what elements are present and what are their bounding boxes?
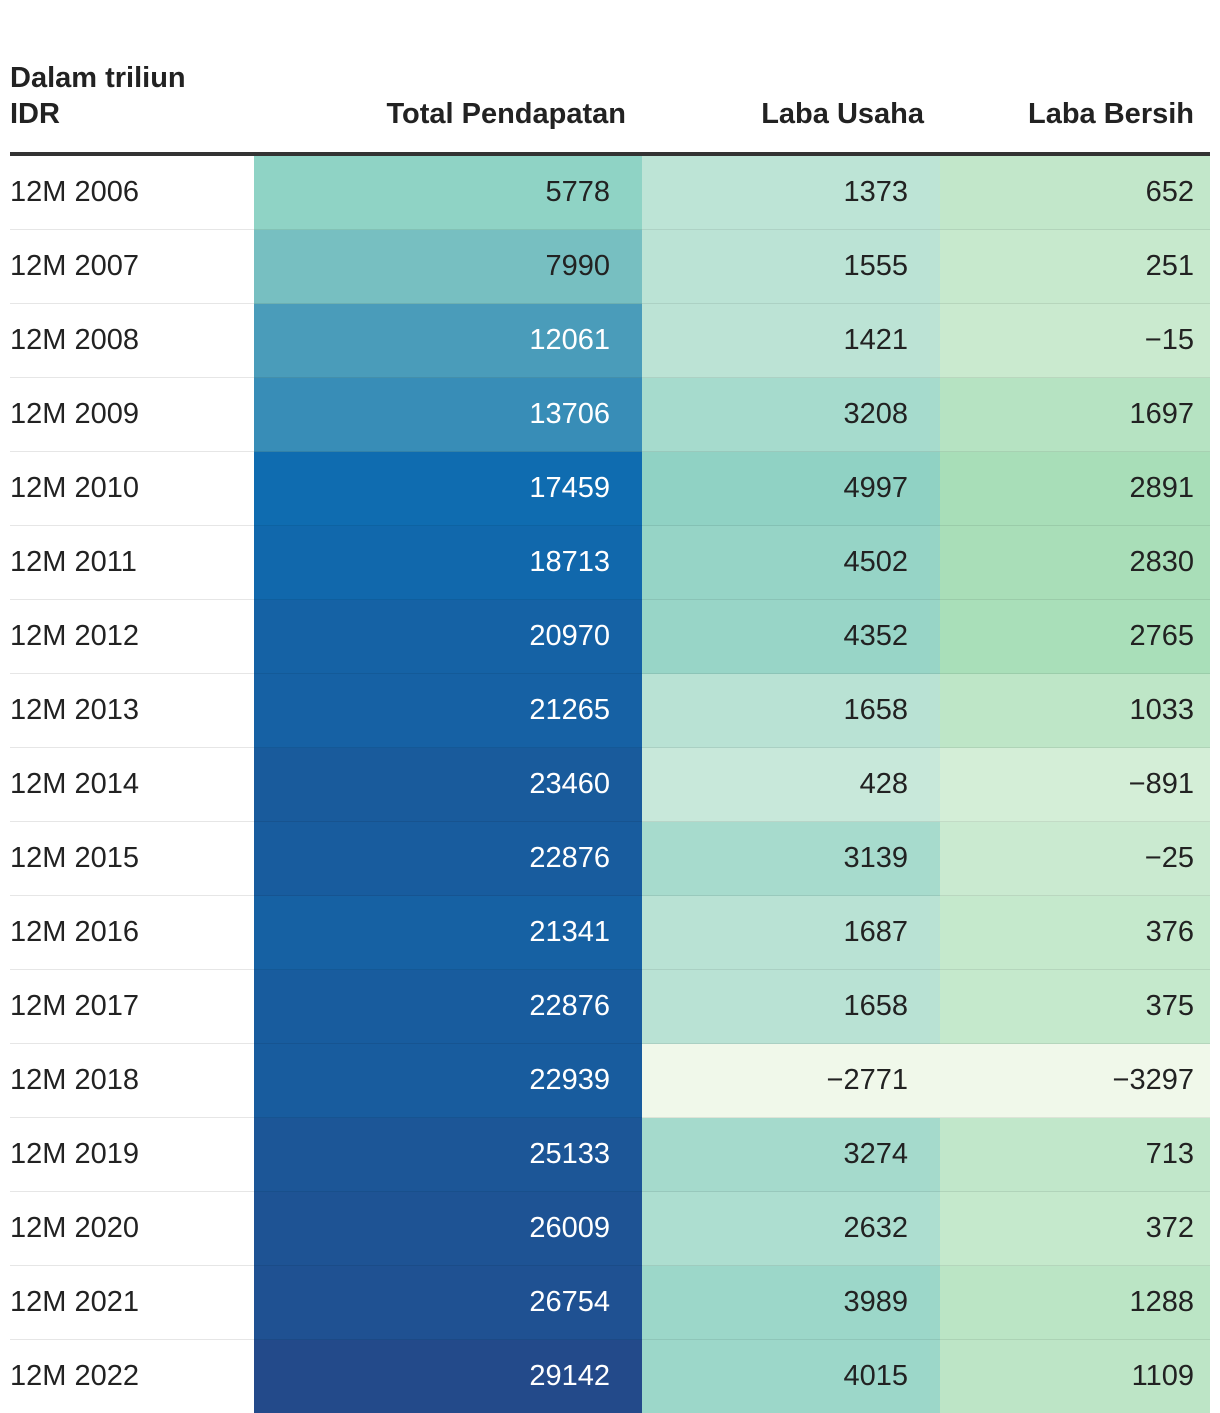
cell-total-pendapatan: 26009: [254, 1192, 642, 1266]
row-label: 12M 2017: [10, 970, 254, 1044]
cell-total-pendapatan: 21265: [254, 674, 642, 748]
cell-laba-bersih: 1697: [940, 378, 1210, 452]
cell-total-pendapatan: 20970: [254, 600, 642, 674]
cell-laba-bersih: 376: [940, 896, 1210, 970]
header-total-pendapatan: Total Pendapatan: [254, 38, 642, 154]
row-label: 12M 2016: [10, 896, 254, 970]
row-label: 12M 2010: [10, 452, 254, 526]
financial-heatmap-table: Dalam triliun IDR Total Pendapatan Laba …: [10, 38, 1210, 1413]
cell-total-pendapatan: 7990: [254, 230, 642, 304]
cell-total-pendapatan: 23460: [254, 748, 642, 822]
cell-total-pendapatan: 12061: [254, 304, 642, 378]
cell-laba-usaha: 4502: [642, 526, 940, 600]
cell-laba-usaha: 4352: [642, 600, 940, 674]
cell-total-pendapatan: 29142: [254, 1340, 642, 1413]
row-label: 12M 2020: [10, 1192, 254, 1266]
cell-laba-bersih: −25: [940, 822, 1210, 896]
cell-total-pendapatan: 13706: [254, 378, 642, 452]
cell-total-pendapatan: 22939: [254, 1044, 642, 1118]
row-label: 12M 2019: [10, 1118, 254, 1192]
cell-laba-bersih: −891: [940, 748, 1210, 822]
cell-laba-bersih: 2830: [940, 526, 1210, 600]
row-label: 12M 2007: [10, 230, 254, 304]
header-row: Dalam triliun IDR Total Pendapatan Laba …: [10, 38, 1210, 154]
cell-laba-bersih: 2765: [940, 600, 1210, 674]
cell-laba-usaha: 1658: [642, 674, 940, 748]
row-label: 12M 2018: [10, 1044, 254, 1118]
header-laba-bersih: Laba Bersih: [940, 38, 1210, 154]
row-label: 12M 2022: [10, 1340, 254, 1413]
cell-laba-usaha: 1555: [642, 230, 940, 304]
cell-laba-usaha: 3274: [642, 1118, 940, 1192]
cell-total-pendapatan: 26754: [254, 1266, 642, 1340]
cell-laba-usaha: 3139: [642, 822, 940, 896]
cell-total-pendapatan: 25133: [254, 1118, 642, 1192]
cell-laba-bersih: 713: [940, 1118, 1210, 1192]
row-label: 12M 2011: [10, 526, 254, 600]
row-label: 12M 2009: [10, 378, 254, 452]
cell-laba-usaha: −2771: [642, 1044, 940, 1118]
row-label: 12M 2006: [10, 154, 254, 230]
cell-laba-usaha: 1421: [642, 304, 940, 378]
cell-laba-bersih: 2891: [940, 452, 1210, 526]
cell-laba-usaha: 1373: [642, 154, 940, 230]
cell-laba-usaha: 428: [642, 748, 940, 822]
cell-laba-bersih: 375: [940, 970, 1210, 1044]
cell-laba-bersih: 1109: [940, 1340, 1210, 1413]
cell-laba-usaha: 4997: [642, 452, 940, 526]
cell-total-pendapatan: 18713: [254, 526, 642, 600]
row-label: 12M 2014: [10, 748, 254, 822]
row-label: 12M 2021: [10, 1266, 254, 1340]
cell-total-pendapatan: 22876: [254, 970, 642, 1044]
cell-laba-usaha: 1658: [642, 970, 940, 1044]
cell-laba-usaha: 1687: [642, 896, 940, 970]
cell-laba-bersih: 251: [940, 230, 1210, 304]
cell-laba-usaha: 3989: [642, 1266, 940, 1340]
cell-laba-usaha: 3208: [642, 378, 940, 452]
cell-laba-bersih: 1033: [940, 674, 1210, 748]
cell-total-pendapatan: 5778: [254, 154, 642, 230]
cell-total-pendapatan: 21341: [254, 896, 642, 970]
header-laba-usaha: Laba Usaha: [642, 38, 940, 154]
row-label: 12M 2008: [10, 304, 254, 378]
row-label: 12M 2013: [10, 674, 254, 748]
cell-laba-usaha: 4015: [642, 1340, 940, 1413]
cell-laba-bersih: −3297: [940, 1044, 1210, 1118]
cell-laba-bersih: 652: [940, 154, 1210, 230]
cell-laba-usaha: 2632: [642, 1192, 940, 1266]
row-label: 12M 2015: [10, 822, 254, 896]
cell-laba-bersih: −15: [940, 304, 1210, 378]
cell-total-pendapatan: 17459: [254, 452, 642, 526]
row-label: 12M 2012: [10, 600, 254, 674]
cell-laba-bersih: 1288: [940, 1266, 1210, 1340]
header-unit: Dalam triliun IDR: [10, 38, 254, 154]
cell-laba-bersih: 372: [940, 1192, 1210, 1266]
cell-total-pendapatan: 22876: [254, 822, 642, 896]
